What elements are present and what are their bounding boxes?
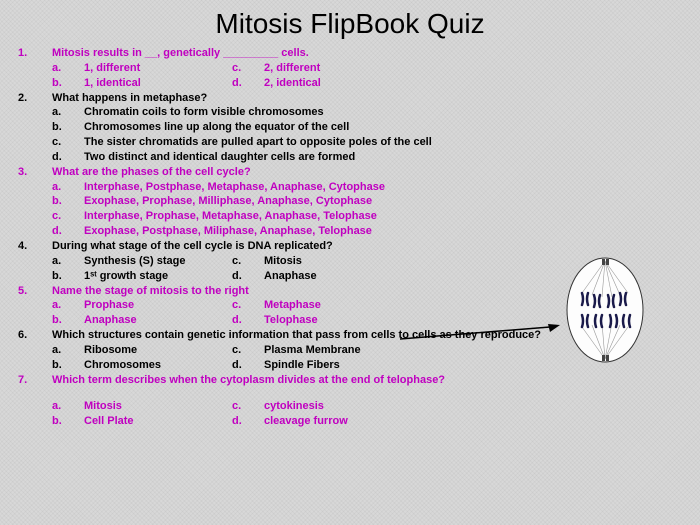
option: a.Mitosis [52, 399, 232, 414]
option: b.Anaphase [52, 313, 232, 328]
question: 7.Which term describes when the cytoplas… [18, 373, 682, 388]
option: c.Mitosis [232, 254, 302, 269]
option: a.Chromatin coils to form visible chromo… [52, 105, 682, 120]
question: 3.What are the phases of the cell cycle? [18, 165, 682, 180]
question: 1.Mitosis results in __, genetically ___… [18, 46, 682, 61]
options: a.1, differentc.2, differentb.1, identic… [18, 61, 682, 91]
question-text: During what stage of the cell cycle is D… [52, 239, 682, 254]
question-number: 4. [18, 239, 52, 254]
option: a.Prophase [52, 298, 232, 313]
option: d.Exophase, Postphase, Miliphase, Anapha… [52, 224, 682, 239]
option: d.Anaphase [232, 269, 317, 284]
question: 4.During what stage of the cell cycle is… [18, 239, 682, 254]
option: d.cleavage furrow [232, 414, 348, 429]
question-text: What are the phases of the cell cycle? [52, 165, 682, 180]
option: c.2, different [232, 61, 320, 76]
option: c.cytokinesis [232, 399, 324, 414]
question-number: 2. [18, 91, 52, 106]
option: b.Chromosomes line up along the equator … [52, 120, 682, 135]
page-title: Mitosis FlipBook Quiz [0, 0, 700, 46]
option: c.The sister chromatids are pulled apart… [52, 135, 682, 150]
options: a.Interphase, Postphase, Metaphase, Anap… [18, 180, 682, 239]
option: b.Cell Plate [52, 414, 232, 429]
question-number: 3. [18, 165, 52, 180]
option: b.Exophase, Prophase, Milliphase, Anapha… [52, 194, 682, 209]
option: b.1, identical [52, 76, 232, 91]
question-number: 6. [18, 328, 52, 343]
option: c.Plasma Membrane [232, 343, 361, 358]
option: b.1ˢᵗ growth stage [52, 269, 232, 284]
question: 2.What happens in metaphase? [18, 91, 682, 106]
option: b.Chromosomes [52, 358, 232, 373]
options: a.Chromatin coils to form visible chromo… [18, 105, 682, 164]
option: d.Two distinct and identical daughter ce… [52, 150, 682, 165]
option: c.Metaphase [232, 298, 321, 313]
option: a.Interphase, Postphase, Metaphase, Anap… [52, 180, 682, 195]
arrow-to-diagram [400, 324, 560, 344]
quiz-content: 1.Mitosis results in __, genetically ___… [0, 46, 700, 429]
option: d.Telophase [232, 313, 318, 328]
option: a.Ribosome [52, 343, 232, 358]
question-text: Mitosis results in __, genetically _____… [52, 46, 682, 61]
option: a.Synthesis (S) stage [52, 254, 232, 269]
option: d.2, identical [232, 76, 321, 91]
question-number: 7. [18, 373, 52, 388]
cell-diagram [562, 255, 648, 365]
option: c.Interphase, Prophase, Metaphase, Anaph… [52, 209, 682, 224]
question-number: 5. [18, 284, 52, 299]
option: a.1, different [52, 61, 232, 76]
question-text: What happens in metaphase? [52, 91, 682, 106]
options: a.Mitosisc.cytokinesisb.Cell Plated.clea… [18, 399, 682, 429]
question-number: 1. [18, 46, 52, 61]
option: d.Spindle Fibers [232, 358, 340, 373]
question-text: Which term describes when the cytoplasm … [52, 373, 682, 388]
